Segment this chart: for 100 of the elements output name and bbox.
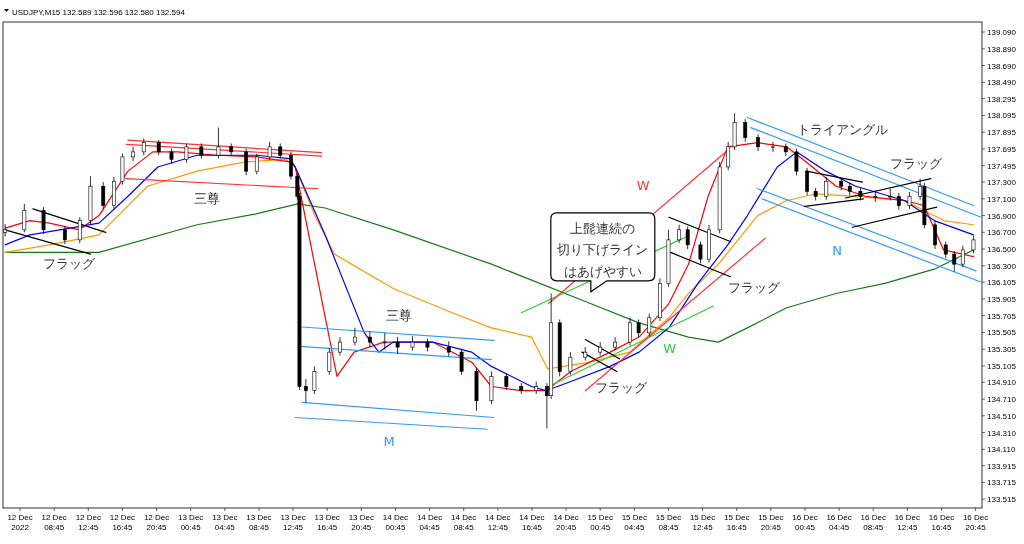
annotation: フラッグ <box>890 155 944 171</box>
candlestick <box>62 225 67 245</box>
candlestick <box>628 317 632 346</box>
x-tick-label: 13 Dec 20:45 <box>348 513 375 532</box>
y-tick-label: 135.305 <box>987 345 1017 355</box>
x-tick-label: 14 Dec 12:45 <box>485 513 511 532</box>
candlestick <box>22 203 27 233</box>
y-tick-label: 133.515 <box>987 495 1017 505</box>
candlestick <box>289 151 293 180</box>
annotation: W <box>636 177 650 193</box>
x-tick-label: 13 Dec 00:45 <box>178 513 204 532</box>
y-tick-label: 135.905 <box>987 294 1017 304</box>
y-tick-label: 137.300 <box>987 178 1017 188</box>
y-tick-label: 134.510 <box>987 411 1017 421</box>
candlestick <box>933 221 937 250</box>
annotation: N <box>832 243 843 259</box>
x-tick-label: 16 Dec 16:45 <box>928 513 955 532</box>
x-tick-label: 14 Dec 08:45 <box>451 513 477 532</box>
annotation: トライアングル <box>796 122 888 138</box>
y-tick-label: 137.695 <box>987 144 1017 154</box>
x-tick-label: 14 Dec 00:45 <box>382 513 409 532</box>
x-tick-label: 16 Dec 12:45 <box>894 513 921 532</box>
candlestick <box>459 348 464 376</box>
annotation: フラッグ <box>42 256 96 272</box>
x-tick-label: 12 Dec 08:45 <box>41 513 67 532</box>
x-tick-label: 15 Dec 04:45 <box>621 513 648 532</box>
x-tick-label: 15 Dec 00:45 <box>587 513 613 532</box>
y-tick-label: 136.500 <box>987 245 1017 255</box>
x-tick-label: 15 Dec 12:45 <box>689 513 716 532</box>
y-tick-label: 134.910 <box>987 378 1017 388</box>
candlestick <box>794 148 799 176</box>
x-tick-label: 14 Dec 04:45 <box>416 513 443 532</box>
y-tick-label: 137.895 <box>987 128 1017 138</box>
annotation: 切り下げライン <box>557 242 649 258</box>
y-tick-label: 133.715 <box>987 478 1017 488</box>
candlestick <box>613 336 618 351</box>
annotation: フラッグ <box>727 280 781 296</box>
x-tick-label: 13 Dec 12:45 <box>280 513 306 532</box>
candlestick <box>647 313 652 337</box>
x-tick-label: 16 Dec 08:45 <box>860 513 886 532</box>
x-tick-label: 12 Dec 16:45 <box>109 513 136 532</box>
annotation: はあげやすい <box>563 263 642 279</box>
x-tick-label: 15 Dec 20:45 <box>758 513 784 532</box>
y-tick-label: 138.095 <box>987 111 1017 121</box>
x-tick-label: 12 Dec 12:45 <box>75 513 101 532</box>
y-tick-label: 138.890 <box>987 44 1017 54</box>
annotation: W <box>663 340 677 356</box>
candlestick <box>184 143 189 164</box>
y-tick-label: 139.090 <box>987 28 1017 38</box>
candlestick <box>267 141 272 161</box>
x-tick-label: 12 Dec 2022 <box>7 513 33 532</box>
candlestick <box>726 141 731 171</box>
candlestick <box>216 127 221 159</box>
candlestick <box>952 250 957 273</box>
x-tick-label: 15 Dec 08:45 <box>655 513 682 532</box>
candlestick <box>568 351 573 376</box>
candlestick <box>131 146 136 162</box>
annotation: M <box>383 433 395 449</box>
y-tick-label: 136.105 <box>987 278 1017 288</box>
annotation: フラッグ <box>594 379 648 395</box>
x-tick-label: 14 Dec 20:45 <box>553 513 579 532</box>
x-tick-label: 13 Dec 04:45 <box>212 513 238 532</box>
x-tick-label: 16 Dec 04:45 <box>826 513 852 532</box>
y-tick-label: 135.105 <box>987 361 1017 371</box>
y-tick-label: 136.300 <box>987 261 1017 271</box>
candlestick <box>367 330 372 348</box>
x-tick-label: 16 Dec 20:45 <box>962 513 989 532</box>
y-tick-label: 135.505 <box>987 328 1017 338</box>
y-tick-label: 134.110 <box>987 445 1016 455</box>
candlestick <box>338 336 342 356</box>
annotation: 三尊 <box>193 190 220 206</box>
x-tick-label: 15 Dec 16:45 <box>724 513 750 532</box>
candlestick <box>327 347 332 376</box>
candlestick <box>960 245 965 268</box>
candlestick <box>312 365 317 395</box>
y-tick-label: 138.490 <box>987 78 1017 88</box>
candlestick <box>244 148 249 176</box>
x-tick-label: 16 Dec 00:45 <box>792 513 818 532</box>
x-tick-label: 13 Dec 16:45 <box>314 513 340 532</box>
candlestick <box>382 332 387 351</box>
candlestick <box>254 153 259 175</box>
candlestick <box>101 181 106 210</box>
y-tick-label: 138.295 <box>987 94 1017 104</box>
y-tick-label: 136.700 <box>987 228 1017 238</box>
annotation: 三尊 <box>385 307 412 323</box>
annotation: 上髭連続の <box>570 220 636 236</box>
y-tick-label: 136.900 <box>987 211 1017 221</box>
y-tick-label: 133.915 <box>987 461 1017 471</box>
candlestick <box>303 378 308 403</box>
y-tick-label: 138.690 <box>987 61 1017 71</box>
x-tick-label: 13 Dec 08:45 <box>246 513 272 532</box>
y-tick-label: 134.310 <box>987 428 1017 438</box>
candlestick <box>353 327 357 346</box>
y-tick-label: 137.495 <box>987 161 1017 171</box>
x-tick-label: 14 Dec 16:45 <box>519 513 545 532</box>
y-tick-label: 134.710 <box>987 395 1017 405</box>
x-tick-label: 12 Dec 20:45 <box>143 513 170 532</box>
y-tick-label: 135.705 <box>987 311 1017 321</box>
candlestick <box>771 141 775 153</box>
chart-title: USDJPY,M15 132.589 132.596 132.580 132.594 <box>12 8 186 17</box>
